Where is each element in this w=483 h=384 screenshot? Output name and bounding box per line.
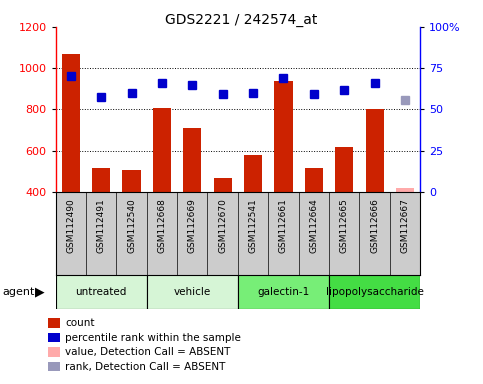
Text: lipopolysaccharide: lipopolysaccharide: [326, 287, 424, 297]
Bar: [122, 170, 141, 192]
Text: count: count: [65, 318, 95, 328]
Text: GDS2221 / 242574_at: GDS2221 / 242574_at: [165, 13, 318, 27]
Text: ▶: ▶: [35, 285, 44, 298]
Text: GSM112664: GSM112664: [309, 199, 318, 253]
Text: GSM112669: GSM112669: [188, 199, 197, 253]
Text: GSM112668: GSM112668: [157, 199, 167, 253]
Bar: [244, 155, 262, 192]
Text: GSM112667: GSM112667: [400, 199, 410, 253]
Bar: [366, 109, 384, 192]
Bar: [183, 128, 201, 192]
Bar: [305, 168, 323, 192]
Bar: [329, 275, 420, 309]
Text: galectin-1: galectin-1: [257, 287, 310, 297]
Text: rank, Detection Call = ABSENT: rank, Detection Call = ABSENT: [65, 362, 226, 372]
Text: GSM112661: GSM112661: [279, 199, 288, 253]
Bar: [92, 168, 110, 192]
Text: vehicle: vehicle: [174, 287, 211, 297]
Text: GSM112540: GSM112540: [127, 199, 136, 253]
Bar: [56, 275, 147, 309]
Text: agent: agent: [2, 287, 35, 297]
Bar: [147, 275, 238, 309]
Text: GSM112665: GSM112665: [340, 199, 349, 253]
Bar: [335, 147, 354, 192]
Text: untreated: untreated: [75, 287, 127, 297]
Bar: [62, 54, 80, 192]
Bar: [396, 188, 414, 192]
Text: percentile rank within the sample: percentile rank within the sample: [65, 333, 241, 343]
Bar: [238, 275, 329, 309]
Text: GSM112491: GSM112491: [97, 199, 106, 253]
Bar: [274, 81, 293, 192]
Text: GSM112541: GSM112541: [249, 199, 257, 253]
Text: GSM112666: GSM112666: [370, 199, 379, 253]
Text: value, Detection Call = ABSENT: value, Detection Call = ABSENT: [65, 347, 230, 357]
Bar: [153, 108, 171, 192]
Text: GSM112490: GSM112490: [66, 199, 75, 253]
Text: GSM112670: GSM112670: [218, 199, 227, 253]
Bar: [213, 178, 232, 192]
